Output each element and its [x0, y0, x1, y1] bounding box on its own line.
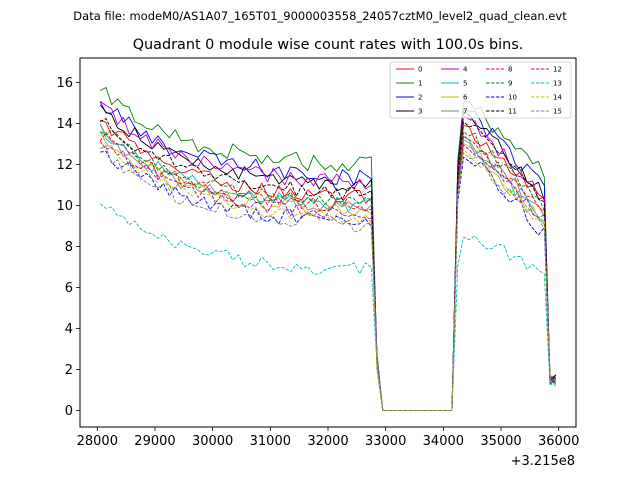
legend-label-3: 3 — [418, 108, 422, 116]
series-line-8 — [99, 132, 557, 412]
x-tick-label: 32000 — [307, 434, 348, 449]
legend-label-9: 9 — [508, 80, 512, 88]
series-line-11 — [99, 118, 556, 412]
legend-label-8: 8 — [508, 66, 512, 74]
legend-label-4: 4 — [463, 66, 468, 74]
x-tick-label: 29000 — [134, 434, 175, 449]
legend-label-6: 6 — [463, 94, 468, 102]
series-line-15 — [100, 146, 556, 412]
x-tick-label: 28000 — [77, 434, 118, 449]
legend-label-5: 5 — [463, 80, 467, 88]
x-tick-label: 36000 — [538, 434, 579, 449]
y-tick-label: 16 — [56, 76, 73, 91]
series-line-3 — [99, 104, 557, 412]
series-line-13 — [99, 203, 556, 412]
legend-label-14: 14 — [553, 94, 562, 102]
y-tick-label: 2 — [65, 363, 73, 378]
series-line-14 — [100, 142, 556, 412]
series-line-4 — [99, 101, 557, 412]
series-layer — [99, 87, 557, 412]
legend-label-7: 7 — [463, 108, 467, 116]
legend-label-12: 12 — [553, 66, 562, 74]
legend-label-13: 13 — [553, 80, 562, 88]
x-tick-label: 33000 — [365, 434, 406, 449]
y-tick-label: 8 — [65, 240, 73, 255]
legend-label-0: 0 — [418, 66, 422, 74]
y-axis: 0 2 4 6 8 10 12 14 16 — [56, 76, 80, 419]
legend-label-2: 2 — [418, 94, 422, 102]
y-tick-label: 10 — [56, 199, 73, 214]
y-tick-label: 0 — [65, 404, 73, 419]
legend-label-10: 10 — [508, 94, 517, 102]
series-line-10 — [100, 150, 557, 412]
y-tick-label: 14 — [56, 117, 73, 132]
series-line-9 — [99, 129, 557, 412]
x-tick-label: 35000 — [480, 434, 521, 449]
x-tick-label: 30000 — [192, 434, 233, 449]
y-tick-label: 12 — [56, 158, 73, 173]
y-tick-label: 6 — [65, 281, 73, 296]
chart-title: Quadrant 0 module wise count rates with … — [133, 37, 524, 53]
legend-label-1: 1 — [418, 80, 422, 88]
y-tick-label: 4 — [65, 322, 73, 337]
x-tick-label: 34000 — [423, 434, 464, 449]
series-line-7 — [99, 124, 557, 412]
legend-label-15: 15 — [553, 108, 562, 116]
series-line-12 — [99, 140, 556, 412]
x-offset-label: +3.215e8 — [511, 454, 575, 469]
chart-suptitle: Data file: modeM0/AS1A07_165T01_90000035… — [73, 9, 567, 23]
legend-frame — [389, 61, 572, 119]
legend-label-11: 11 — [508, 108, 517, 116]
x-tick-label: 31000 — [250, 434, 291, 449]
x-axis: 28000 29000 30000 31000 32000 33000 34000 35000… — [77, 427, 579, 449]
